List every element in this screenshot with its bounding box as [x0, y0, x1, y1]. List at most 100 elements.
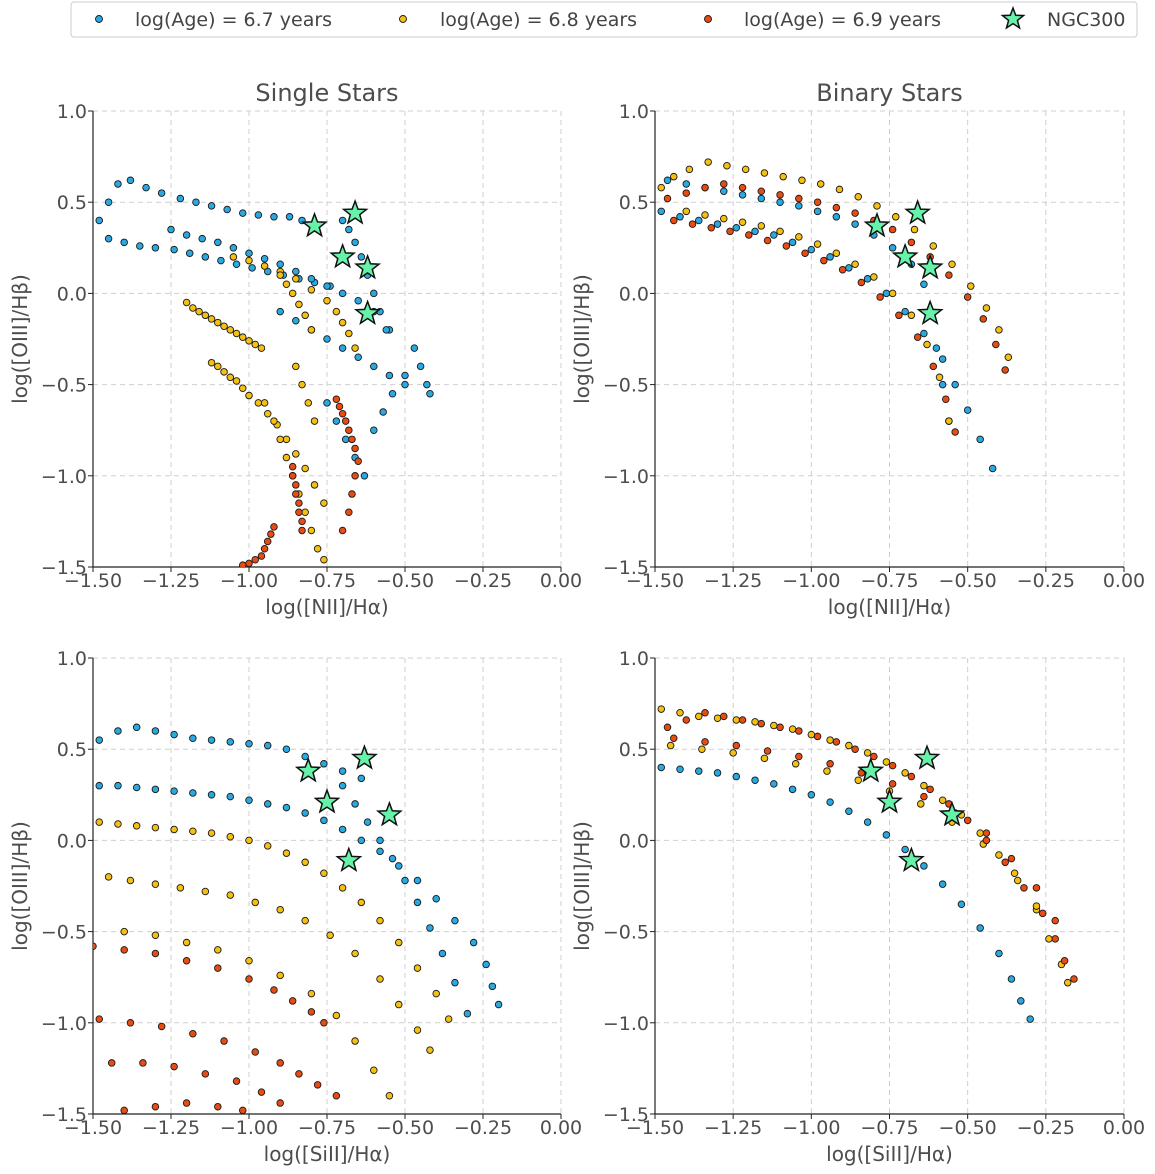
- x-tick-label: −1.25: [142, 1117, 200, 1139]
- data-point-age-6-8: [751, 718, 759, 726]
- data-point-age-6-8: [376, 916, 384, 925]
- data-point-age-6-7: [370, 362, 378, 371]
- data-point-age-6-7: [976, 435, 984, 444]
- data-point-age-6-9: [895, 311, 903, 320]
- legend-label-ngc300: NGC300: [1047, 9, 1125, 31]
- data-point-age-6-9: [263, 537, 272, 546]
- data-point-age-6-8: [226, 833, 235, 841]
- data-point-age-6-7: [151, 727, 160, 735]
- x-tick-label: −0.75: [298, 570, 356, 592]
- data-point-age-6-7: [126, 176, 135, 185]
- data-point-age-6-9: [320, 1019, 328, 1027]
- data-point-age-6-9: [682, 189, 691, 197]
- x-tick-label: 0.00: [1103, 1117, 1145, 1139]
- data-point-age-6-8: [220, 368, 228, 376]
- data-point-age-6-8: [307, 989, 316, 998]
- data-point-age-6-7: [920, 329, 928, 338]
- data-point-age-6-8: [214, 362, 222, 371]
- data-point-age-6-9: [851, 209, 859, 217]
- y-tick-label: 0.5: [619, 192, 649, 214]
- data-point-age-6-7: [657, 207, 666, 216]
- data-point-age-6-8: [176, 884, 185, 892]
- y-tick-label: 1.0: [619, 648, 649, 670]
- data-point-age-6-7: [214, 238, 222, 247]
- data-point-age-6-8: [370, 1066, 378, 1074]
- legend-frame: [70, 1, 1138, 38]
- data-point-age-6-7: [292, 317, 300, 325]
- data-point-age-6-9: [292, 490, 300, 498]
- y-tick-label: 1.0: [619, 101, 649, 123]
- data-point-age-6-7: [845, 264, 853, 272]
- data-point-age-6-7: [963, 406, 972, 414]
- data-point-age-6-9: [126, 1019, 135, 1027]
- data-point-age-6-9: [232, 1077, 241, 1085]
- data-point-age-6-7: [826, 253, 834, 261]
- data-point-age-6-7: [863, 275, 872, 283]
- data-point-age-6-7: [807, 791, 816, 799]
- data-point-age-6-7: [370, 426, 378, 434]
- data-point-age-6-9: [857, 278, 866, 287]
- data-point-age-6-7: [223, 205, 231, 214]
- x-axis-label: log([NII]/Hα): [265, 595, 388, 619]
- data-point-age-6-7: [938, 880, 947, 888]
- data-point-age-6-9: [1070, 975, 1078, 983]
- data-point-age-6-8: [723, 161, 731, 170]
- legend-marker-age-6-9: [704, 15, 712, 23]
- data-point-age-6-9: [776, 723, 784, 732]
- data-point-age-6-8: [395, 1000, 403, 1009]
- data-point-age-6-9: [913, 333, 922, 341]
- data-point-age-6-9: [982, 836, 991, 845]
- data-point-age-6-9: [979, 315, 988, 323]
- data-point-age-6-7: [995, 949, 1003, 958]
- data-point-age-6-7: [379, 408, 387, 416]
- panel-3: −1.50 −1.25 −1.00 −0.75 −0.50 −0.25 0.00 −1.5 −1…: [8, 648, 582, 1166]
- data-point-age-6-7: [882, 289, 891, 298]
- data-point-age-6-7: [357, 836, 366, 845]
- y-tick-label: 0.0: [57, 830, 87, 852]
- data-point-age-6-7: [320, 816, 328, 825]
- ngc300-star-icon: [916, 299, 944, 325]
- data-point-age-6-7: [938, 355, 947, 363]
- data-point-age-6-8: [298, 380, 306, 389]
- data-point-age-6-9: [151, 1102, 160, 1111]
- data-point-age-6-7: [695, 216, 703, 225]
- data-point-age-6-8: [182, 298, 191, 307]
- data-point-age-6-9: [795, 194, 803, 203]
- data-point-age-6-8: [326, 931, 334, 939]
- data-point-age-6-9: [338, 410, 347, 418]
- data-point-age-6-7: [732, 772, 741, 781]
- data-point-age-6-9: [757, 719, 766, 728]
- data-point-age-6-8: [413, 1026, 422, 1034]
- data-point-age-6-9: [298, 526, 306, 535]
- data-point-age-6-8: [351, 1037, 359, 1045]
- data-point-age-6-9: [763, 747, 772, 755]
- data-point-age-6-9: [354, 457, 362, 465]
- data-point-age-6-8: [657, 705, 666, 713]
- data-point-age-6-8: [320, 499, 328, 507]
- data-point-age-6-9: [838, 265, 847, 274]
- data-point-age-6-8: [873, 202, 881, 210]
- x-tick-label: −0.50: [939, 570, 997, 592]
- data-point-age-6-7: [338, 344, 347, 352]
- data-point-age-6-7: [189, 789, 197, 797]
- y-axis-label: log([OIII]/Hβ): [8, 274, 32, 404]
- panel-1: −1.50 −1.25 −1.00 −0.75 −0.50 −0.25 0.00 −1.5 −1…: [8, 79, 582, 619]
- data-point-age-6-7: [245, 249, 253, 258]
- data-point-age-6-9: [313, 1081, 322, 1089]
- y-axis-label: log([OIII]/Hβ): [8, 821, 32, 951]
- data-point-age-6-7: [463, 1009, 472, 1018]
- data-point-age-6-9: [738, 716, 747, 724]
- y-tick-label: 0.0: [619, 830, 649, 852]
- data-point-age-6-9: [907, 238, 916, 247]
- data-point-age-6-8: [226, 891, 235, 899]
- data-point-age-6-8: [720, 214, 728, 223]
- x-tick-label: −1.25: [704, 1117, 762, 1139]
- data-point-age-6-8: [251, 340, 259, 349]
- data-point-age-6-8: [682, 207, 691, 216]
- data-point-age-6-7: [901, 845, 909, 854]
- data-point-age-6-8: [945, 417, 953, 425]
- data-point-age-6-8: [226, 326, 235, 334]
- data-point-age-6-7: [207, 791, 216, 799]
- data-point-age-6-7: [695, 767, 703, 775]
- x-tick-label: −1.00: [220, 570, 278, 592]
